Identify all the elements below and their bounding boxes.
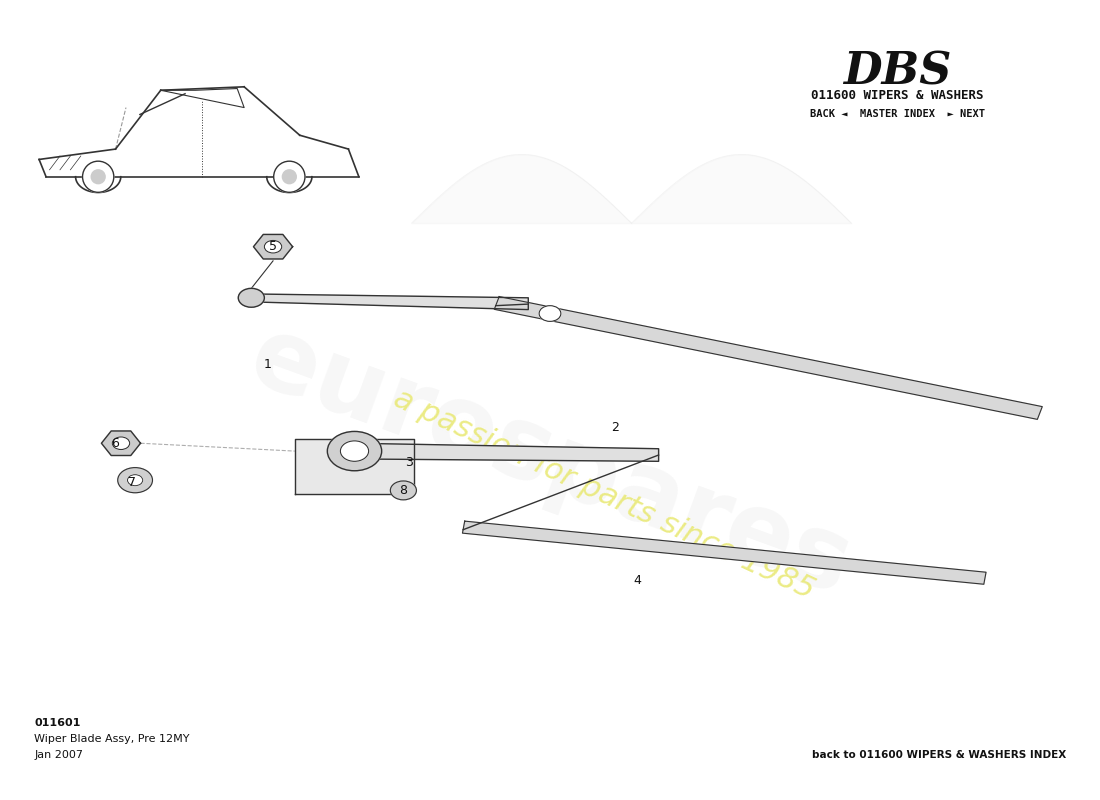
Text: back to 011600 WIPERS & WASHERS INDEX: back to 011600 WIPERS & WASHERS INDEX: [812, 750, 1066, 760]
Text: 7: 7: [128, 476, 135, 489]
Polygon shape: [354, 443, 659, 462]
Text: 2: 2: [612, 421, 619, 434]
Circle shape: [539, 306, 561, 322]
Text: 5: 5: [270, 240, 277, 254]
Circle shape: [239, 288, 264, 307]
Circle shape: [112, 437, 130, 450]
Text: DBS: DBS: [844, 50, 952, 93]
Text: BACK ◄  MASTER INDEX  ► NEXT: BACK ◄ MASTER INDEX ► NEXT: [810, 109, 986, 119]
Polygon shape: [295, 439, 415, 494]
Text: 1: 1: [264, 358, 272, 371]
Circle shape: [118, 468, 153, 493]
Polygon shape: [462, 521, 986, 584]
Text: eurospares: eurospares: [236, 310, 864, 617]
Polygon shape: [246, 294, 528, 310]
Circle shape: [328, 431, 382, 470]
Text: 011600 WIPERS & WASHERS: 011600 WIPERS & WASHERS: [812, 90, 983, 102]
Text: 8: 8: [399, 484, 407, 497]
Text: 011601: 011601: [34, 718, 80, 728]
Text: Jan 2007: Jan 2007: [34, 750, 84, 760]
Polygon shape: [101, 431, 141, 455]
Circle shape: [128, 474, 143, 486]
Circle shape: [264, 241, 282, 253]
Text: a passion for parts since 1985: a passion for parts since 1985: [389, 384, 820, 605]
Polygon shape: [253, 234, 293, 259]
Circle shape: [390, 481, 417, 500]
Text: 6: 6: [111, 437, 120, 450]
Polygon shape: [494, 297, 1043, 419]
Text: 4: 4: [632, 574, 641, 587]
Text: 3: 3: [405, 456, 412, 470]
Text: Wiper Blade Assy, Pre 12MY: Wiper Blade Assy, Pre 12MY: [34, 734, 189, 744]
Circle shape: [340, 441, 368, 462]
